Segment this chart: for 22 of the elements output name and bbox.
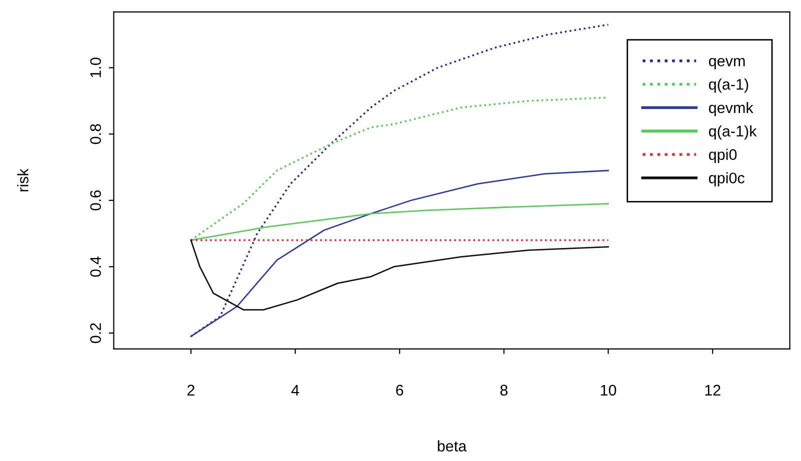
x-tick-label: 10	[600, 384, 616, 396]
x-tick-label: 6	[396, 384, 404, 396]
legend-label: q(a-1)k	[708, 125, 757, 140]
line-series	[190, 170, 609, 338]
y-tick-label: 0.2	[90, 323, 101, 344]
x-tick-label: 4	[291, 384, 300, 396]
legend-label: qevmk	[708, 102, 754, 116]
line-series	[190, 24, 610, 338]
y-tick-label: 0.4	[90, 256, 101, 277]
legend-label: qevm	[708, 58, 745, 70]
y-tick-label: 0.6	[90, 190, 101, 210]
legend-label: qpi0c	[708, 172, 744, 186]
legend-label: q(a-1)	[708, 78, 748, 93]
line-series	[190, 239, 609, 311]
y-tick-label: 0.8	[90, 124, 101, 144]
x-tick-label: 8	[500, 384, 508, 396]
legend-label: qpi0	[708, 148, 737, 163]
y-tick-label: 1.0	[90, 58, 101, 78]
x-tick-label: 12	[705, 384, 720, 396]
x-axis-title: beta	[438, 440, 467, 452]
y-axis-title: risk	[17, 168, 28, 192]
x-tick-label: 2	[187, 384, 194, 396]
